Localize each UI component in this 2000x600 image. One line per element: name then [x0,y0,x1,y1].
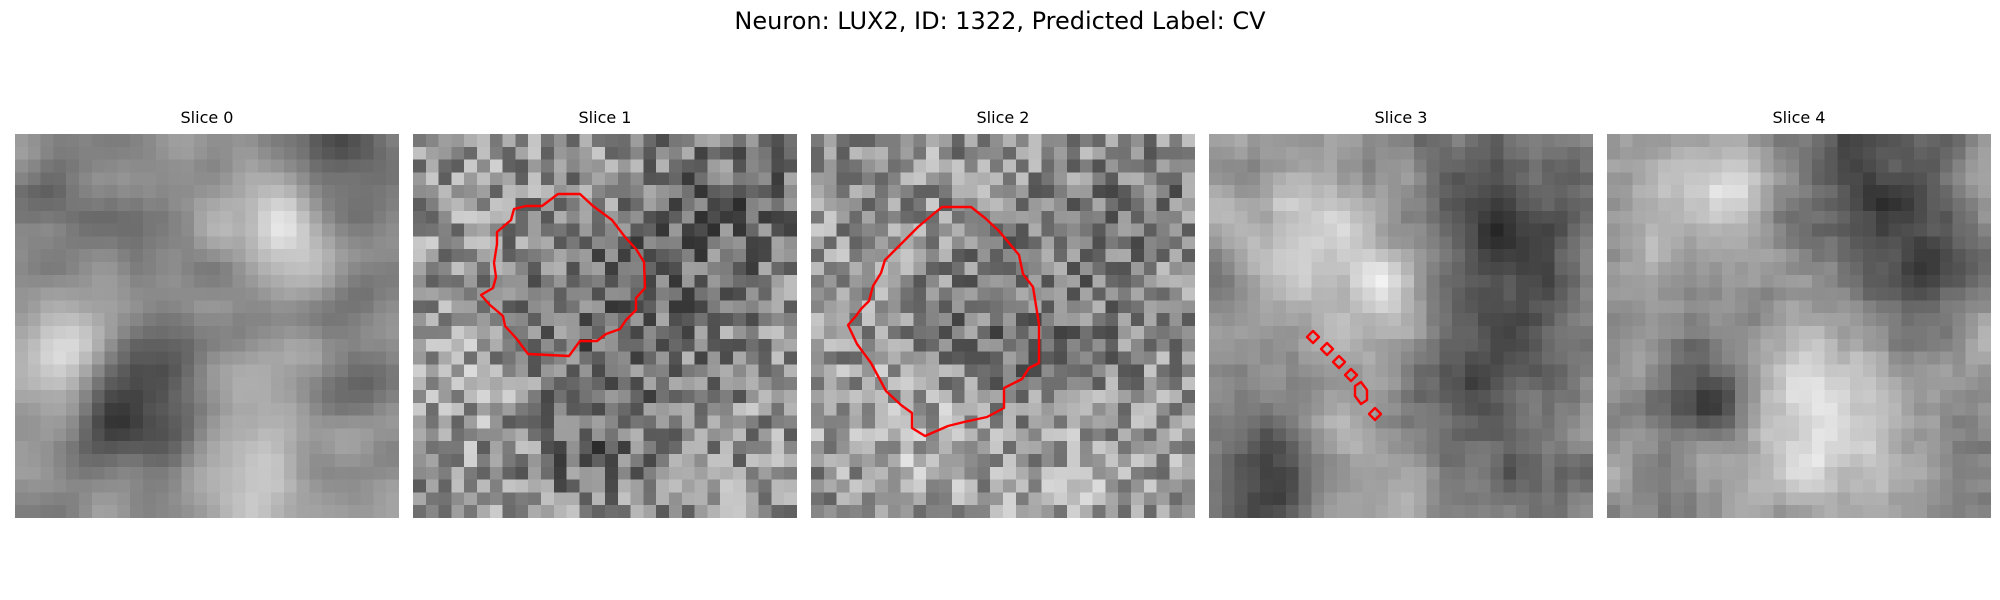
slice-panel-4: Slice 4 [1607,108,1991,518]
figure-title: Neuron: LUX2, ID: 1322, Predicted Label:… [734,7,1266,35]
slice-3-overlay [1305,329,1383,422]
slice-4-image [1607,134,1991,518]
slice-panel-1: Slice 1 [413,108,797,518]
segmentation-contour [1353,380,1369,406]
segmentation-contour [1367,406,1383,422]
segmentation-contour [1305,329,1321,345]
slice-title: Slice 4 [1772,108,1826,127]
slice-3-pixels [1209,134,1593,518]
slice-3-image [1209,134,1593,518]
segmentation-contour [1319,341,1335,357]
slice-0-image [15,134,399,518]
segmentation-contour [479,192,647,358]
slice-4-pixels [1607,134,1991,518]
slice-title: Slice 2 [976,108,1030,127]
slice-1-image [413,134,797,518]
slice-title: Slice 3 [1374,108,1428,127]
slice-2-image [811,134,1195,518]
slice-1-pixels [413,134,797,518]
slice-0-pixels [15,134,399,518]
segmentation-contour [846,205,1041,438]
slice-2-pixels [811,134,1195,518]
slice-panel-2: Slice 2 [811,108,1195,518]
segmentation-contour [1343,367,1359,383]
segmentation-contour [1331,354,1347,370]
slice-1-overlay [479,192,647,358]
slice-2-overlay [846,205,1041,438]
slice-panel-0: Slice 0 [15,108,399,518]
slice-panel-3: Slice 3 [1209,108,1593,518]
slice-title: Slice 0 [180,108,234,127]
slice-title: Slice 1 [578,108,632,127]
